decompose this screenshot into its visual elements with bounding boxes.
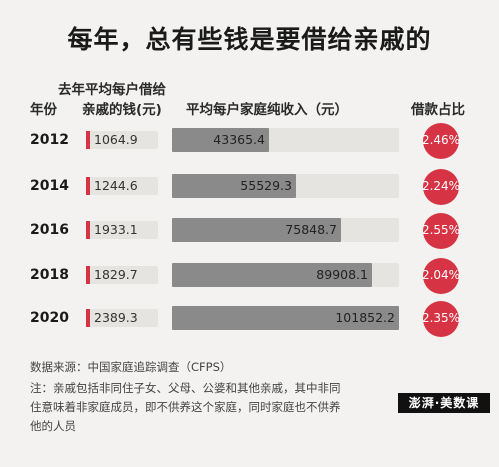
income-value: 43365.4: [213, 132, 265, 147]
income-value: 55529.3: [240, 178, 292, 193]
ratio-circle: [423, 123, 459, 159]
loan-value: 1244.6: [94, 178, 138, 193]
ratio-value: 2.24%: [421, 179, 461, 193]
publisher-logo: 澎湃·美数课: [398, 393, 490, 413]
loan-pill-bg: [86, 131, 158, 149]
footnote-line-1: 注：亲戚包括非同住子女、父母、公婆和其他亲戚，其中非同: [30, 381, 341, 395]
footnote-line-3: 他的人员: [30, 419, 76, 433]
income-bar: [172, 174, 296, 198]
income-bar: [172, 128, 269, 152]
header-year: 年份: [30, 102, 57, 118]
loan-marker: [86, 131, 90, 149]
header-loan-line1: 去年平均每户借给: [58, 82, 166, 98]
header-ratio: 借款占比: [411, 102, 465, 118]
income-value: 75848.7: [285, 222, 337, 237]
income-bar: [172, 306, 399, 330]
ratio-value: 2.35%: [421, 311, 461, 325]
ratio-circle: [423, 301, 459, 337]
ratio-value: 2.04%: [421, 268, 461, 282]
chart-title: 每年，总有些钱是要借给亲戚的: [67, 25, 432, 54]
income-value: 89908.1: [316, 267, 368, 282]
header-loan-line2: 亲戚的钱(元): [82, 102, 162, 118]
loan-value: 1933.1: [94, 222, 138, 237]
ratio-circle: [423, 169, 459, 205]
loan-marker: [86, 221, 90, 239]
footnote-line-2: 住意味着非家庭成员，即不供养这个家庭，同时家庭也不供养: [30, 400, 341, 414]
income-bar: [172, 263, 372, 287]
year-label: 2016: [30, 222, 69, 238]
year-label: 2020: [30, 310, 69, 326]
loan-value: 2389.3: [94, 310, 138, 325]
income-bar: [172, 218, 341, 242]
ratio-value: 2.46%: [421, 133, 461, 147]
loan-value: 1064.9: [94, 132, 138, 147]
income-value: 101852.2: [335, 310, 395, 325]
source-note: 数据来源：中国家庭追踪调查（CFPS）: [30, 360, 232, 374]
ratio-value: 2.55%: [421, 223, 461, 237]
loan-pill-bg: [86, 309, 158, 327]
year-label: 2014: [30, 178, 69, 194]
loan-pill-bg: [86, 221, 158, 239]
loan-pill-bg: [86, 177, 158, 195]
loan-pill-bg: [86, 266, 158, 284]
ratio-circle: [423, 258, 459, 294]
year-label: 2012: [30, 132, 69, 148]
year-label: 2018: [30, 267, 69, 283]
loan-marker: [86, 309, 90, 327]
loan-marker: [86, 177, 90, 195]
loan-value: 1829.7: [94, 267, 138, 282]
header-income: 平均每户家庭纯收入（元）: [186, 102, 348, 118]
ratio-circle: [423, 213, 459, 249]
loan-marker: [86, 266, 90, 284]
